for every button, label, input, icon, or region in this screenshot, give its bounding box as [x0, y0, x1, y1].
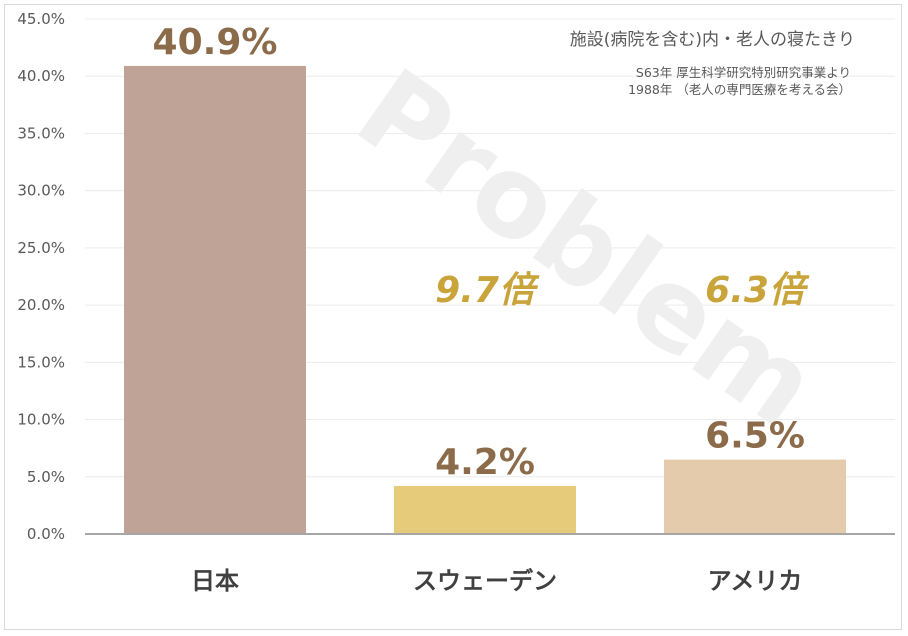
- x-tick-label: アメリカ: [708, 567, 803, 595]
- y-tick-label: 40.0%: [17, 67, 65, 85]
- y-tick-label: 5.0%: [27, 468, 65, 486]
- y-axis-ticks: 0.0% 5.0% 10.0% 15.0% 20.0% 25.0% 30.0% 35.0% 40…: [17, 10, 65, 543]
- bar: [124, 65, 306, 534]
- multiplier-label: 9.7倍: [435, 270, 540, 311]
- chart-title: 施設(病院を含む)内・老人の寝たきり: [570, 29, 855, 50]
- y-tick-label: 45.0%: [17, 10, 65, 28]
- y-tick-label: 30.0%: [17, 182, 65, 200]
- multiplier-label: 6.3倍: [705, 270, 810, 311]
- y-tick-label: 25.0%: [17, 239, 65, 257]
- data-label: 4.2%: [435, 442, 535, 483]
- bar-chart: Problem 0.0% 5.0% 10.0% 15.0% 20.0% 25.0% 30.0…: [17, 10, 895, 595]
- y-tick-label: 10.0%: [17, 411, 65, 429]
- data-label: 6.5%: [705, 416, 805, 457]
- y-tick-label: 0.0%: [27, 525, 65, 543]
- bar: [394, 485, 576, 534]
- bars: 40.9% 日本 4.2% スウェーデン 9.7倍 6.5% アメリカ 6.3倍: [124, 22, 846, 595]
- bar: [664, 459, 846, 534]
- watermark: Problem: [334, 45, 839, 453]
- y-tick-label: 35.0%: [17, 124, 65, 142]
- data-label: 40.9%: [153, 22, 278, 63]
- source-line-1: S63年 厚生科学研究特別研究事業より: [636, 65, 851, 80]
- chart-frame: Problem 0.0% 5.0% 10.0% 15.0% 20.0% 25.0% 30.0…: [4, 4, 902, 630]
- source-line-2: 1988年 （老人の専門医療を考える会）: [628, 82, 851, 97]
- x-tick-label: 日本: [191, 567, 239, 595]
- x-tick-label: スウェーデン: [413, 567, 557, 595]
- y-tick-label: 15.0%: [17, 353, 65, 371]
- y-tick-label: 20.0%: [17, 296, 65, 314]
